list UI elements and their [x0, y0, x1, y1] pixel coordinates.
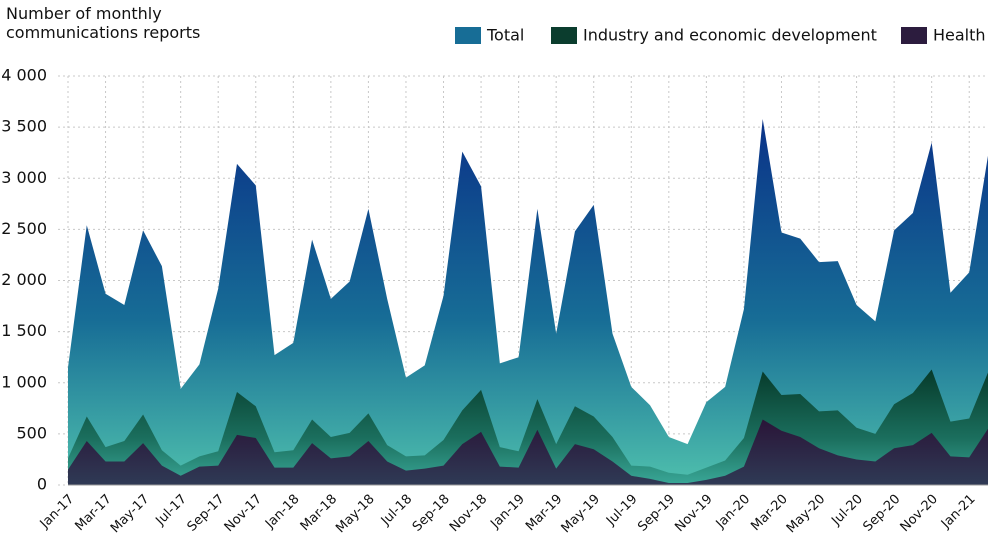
y-tick-label: 500	[16, 423, 47, 442]
x-tick-label: Jan-19	[487, 492, 528, 533]
x-tick-label: Mar-17	[72, 492, 114, 534]
x-tick-label: Jan-20	[713, 492, 754, 533]
x-tick-label: Jan-17	[37, 492, 78, 533]
x-tick-label: Mar-19	[523, 492, 565, 534]
legend-label: Total	[486, 26, 524, 45]
area	[68, 419, 988, 485]
y-tick-label: 2 500	[1, 219, 47, 238]
x-tick-label: Nov-20	[898, 492, 941, 535]
y-tick-label: 3 500	[1, 117, 47, 136]
x-tick-label: Nov-17	[222, 492, 265, 535]
x-tick-label: Sep-20	[860, 492, 903, 535]
x-tick-label: May-17	[108, 492, 152, 536]
x-tick-label: Jan-21	[938, 492, 979, 533]
legend-label: Health	[933, 26, 986, 45]
x-tick-label: Mar-18	[298, 492, 340, 534]
y-tick-label: 0	[37, 475, 47, 494]
y-tick-label: 3 000	[1, 168, 47, 187]
legend-label: Industry and economic development	[583, 26, 877, 45]
x-tick-label: Sep-19	[635, 492, 678, 535]
y-tick-label: 4 000	[1, 66, 47, 85]
y-tick-label: 2 000	[1, 270, 47, 289]
x-tick-label: Sep-18	[410, 492, 453, 535]
x-tick-label: Nov-19	[672, 492, 715, 535]
x-tick-label: Jan-18	[262, 492, 303, 533]
x-tick-label: Sep-17	[185, 492, 228, 535]
legend-swatch	[551, 27, 577, 44]
y-tick-label: 1 500	[1, 321, 47, 340]
x-tick-label: Mar-20	[748, 492, 790, 534]
y-axis-title: Number of monthly communications reports	[6, 4, 201, 42]
x-tick-label: May-19	[559, 492, 603, 536]
legend-swatch	[901, 27, 927, 44]
y-tick-label: 1 000	[1, 372, 47, 391]
x-tick-label: May-18	[333, 492, 377, 536]
x-tick-label: May-20	[784, 492, 828, 536]
legend-swatch	[455, 27, 481, 44]
x-tick-label: Nov-18	[447, 492, 490, 535]
